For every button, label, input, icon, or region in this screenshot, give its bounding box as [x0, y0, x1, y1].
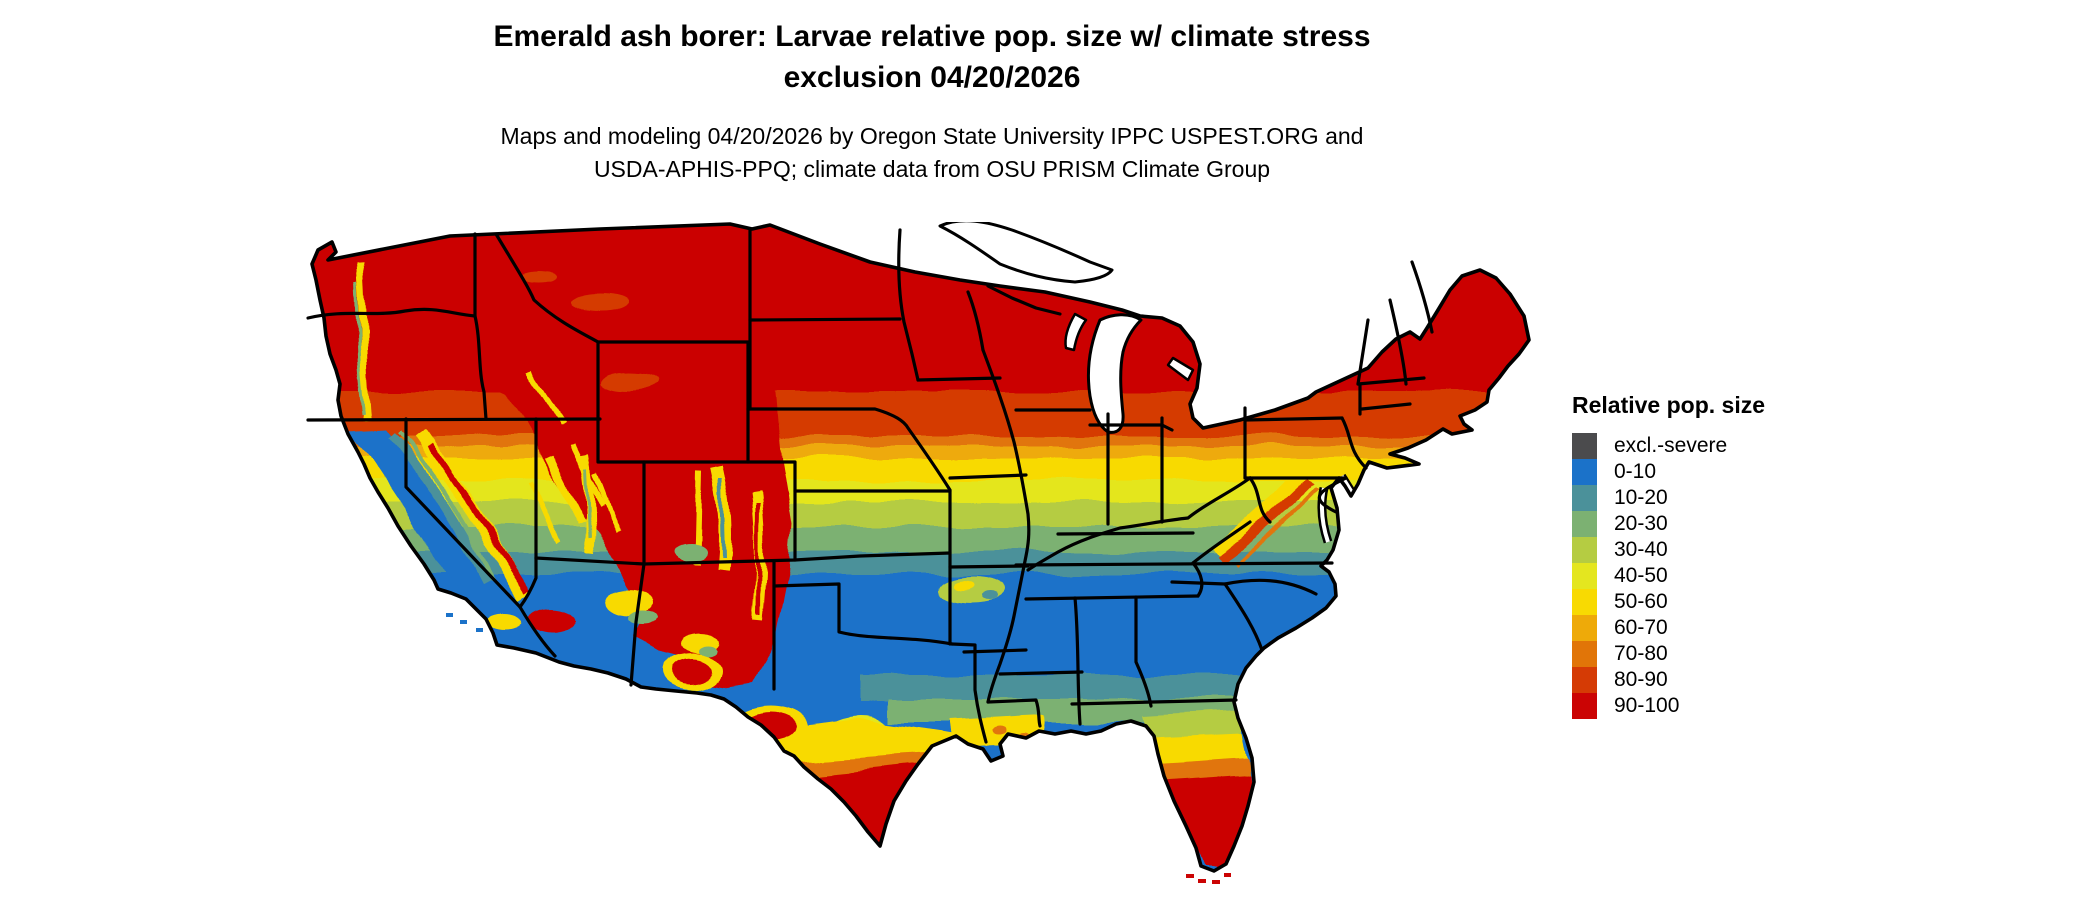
legend-item-label: 20-30	[1614, 512, 1668, 535]
lake-michigan	[1086, 313, 1143, 434]
legend-swatch	[1572, 641, 1597, 667]
legend-item-label: 60-70	[1614, 616, 1668, 639]
legend-swatch	[1572, 433, 1597, 459]
map-container	[300, 219, 1550, 892]
title-line-1: Emerald ash borer: Larvae relative pop. …	[493, 20, 1371, 53]
legend-item: 20-30	[1572, 511, 1832, 537]
saginaw-bay	[1166, 356, 1195, 382]
legend-swatch	[1572, 615, 1597, 641]
subtitle-line-1: Maps and modeling 04/20/2026 by Oregon S…	[500, 123, 1364, 149]
legend-item: 40-50	[1572, 563, 1832, 589]
legend-swatch	[1572, 459, 1597, 485]
map-attribution: Maps and modeling 04/20/2026 by Oregon S…	[0, 120, 1864, 186]
legend-item: 0-10	[1572, 459, 1832, 485]
legend: Relative pop. size excl.-severe 0-10 10-20…	[1572, 392, 1832, 719]
legend-swatch	[1572, 537, 1597, 563]
legend-item: 60-70	[1572, 615, 1832, 641]
legend-item: 80-90	[1572, 667, 1832, 693]
legend-item-label: 90-100	[1614, 694, 1680, 717]
legend-item-label: 70-80	[1614, 642, 1668, 665]
legend-item-label: 50-60	[1614, 590, 1668, 613]
legend-item: 90-100	[1572, 693, 1832, 719]
legend-item-label: 10-20	[1614, 486, 1668, 509]
legend-item-label: excl.-severe	[1614, 434, 1728, 457]
legend-items: excl.-severe 0-10 10-20 20-30 30-40 40-50 50-6…	[1572, 433, 1832, 719]
title-line-2: exclusion 04/20/2026	[783, 61, 1081, 94]
great-lakes	[938, 219, 1195, 434]
legend-item: 10-20	[1572, 485, 1832, 511]
legend-item: 50-60	[1572, 589, 1832, 615]
legend-item-label: 40-50	[1614, 564, 1668, 587]
us-map	[306, 219, 1531, 884]
legend-item: 30-40	[1572, 537, 1832, 563]
legend-swatch	[1572, 589, 1597, 615]
legend-item-label: 30-40	[1614, 538, 1668, 561]
legend-swatch	[1572, 485, 1597, 511]
legend-swatch	[1572, 693, 1597, 719]
green-bay	[1064, 312, 1088, 352]
lake-superior	[938, 219, 1114, 284]
legend-title: Relative pop. size	[1572, 392, 1766, 418]
subtitle-line-2: USDA-APHIS-PPQ; climate data from OSU PR…	[593, 156, 1271, 182]
map-fills	[312, 224, 1529, 871]
legend-item: 70-80	[1572, 641, 1832, 667]
legend-swatch	[1572, 563, 1597, 589]
legend-item: excl.-severe	[1572, 433, 1832, 459]
legend-item-label: 80-90	[1614, 668, 1668, 691]
header: Emerald ash borer: Larvae relative pop. …	[0, 16, 1864, 186]
legend-swatch	[1572, 511, 1597, 537]
florida-keys	[1186, 873, 1231, 884]
legend-item-label: 0-10	[1614, 460, 1657, 483]
channel-islands	[446, 613, 483, 632]
state-borders	[306, 228, 1434, 744]
legend-swatch	[1572, 667, 1597, 693]
page-title: Emerald ash borer: Larvae relative pop. …	[0, 16, 1864, 98]
